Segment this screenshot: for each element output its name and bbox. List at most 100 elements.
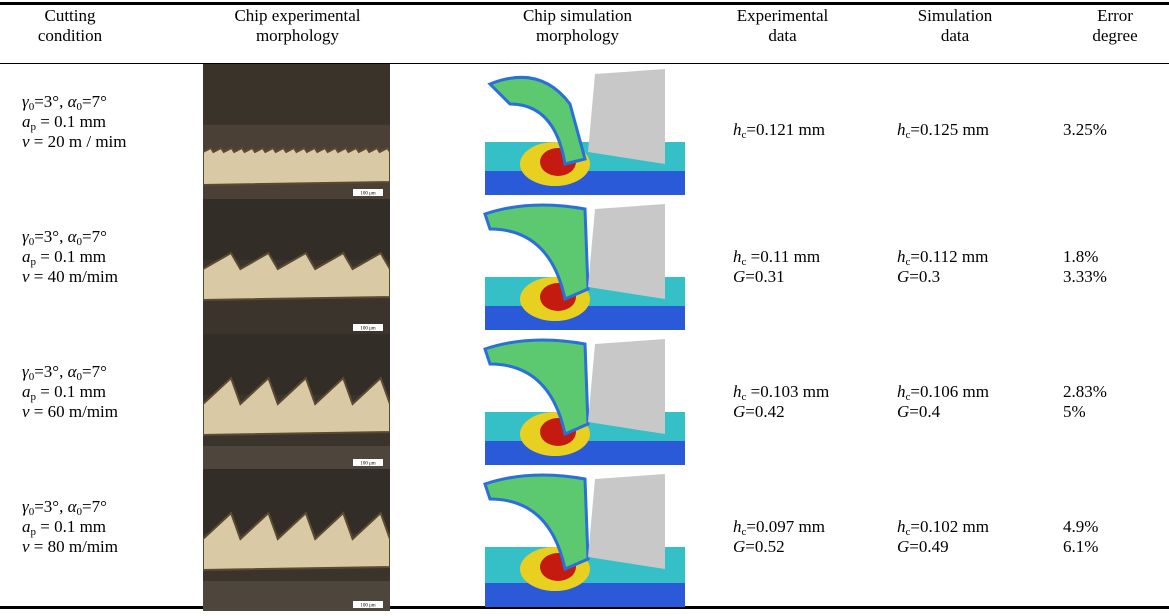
- value-text: =0.106 mm: [910, 382, 989, 401]
- text-line: 1.8%: [1063, 247, 1107, 267]
- error-cell: 4.9%6.1%: [1063, 517, 1098, 557]
- text-line: G=0.4: [897, 402, 989, 422]
- error-cell: 1.8%3.33%: [1063, 247, 1107, 287]
- header-line: morphology: [470, 26, 685, 46]
- text-line: ap = 0.1 mm: [22, 517, 118, 537]
- symbol: γ: [22, 227, 29, 246]
- symbol: h: [733, 382, 742, 401]
- simulation-image: [470, 334, 685, 469]
- symbol: a: [22, 247, 31, 266]
- value-text: =0.103 mm: [746, 382, 829, 401]
- tool: [588, 474, 665, 569]
- experimental-image: 100 μm: [203, 64, 390, 199]
- text-line: hc=0.121 mm: [733, 120, 825, 140]
- value-text: = 0.1 mm: [36, 382, 106, 401]
- value-text: =0.102 mm: [910, 517, 989, 536]
- value-text: = 0.1 mm: [36, 517, 106, 536]
- header-line: data: [885, 26, 1025, 46]
- error-cell: 3.25%: [1063, 120, 1107, 140]
- chip: [203, 148, 390, 185]
- image-cell: [470, 64, 685, 199]
- value-text: =0.31: [745, 267, 784, 286]
- value-text: =0.121 mm: [746, 120, 825, 139]
- header-line: data: [710, 26, 855, 46]
- workpiece-deep: [485, 583, 685, 607]
- tool: [588, 69, 665, 164]
- header-line: Chip simulation: [470, 6, 685, 26]
- value-text: =7°: [82, 92, 107, 111]
- text-line: hc=0.106 mm: [897, 382, 989, 402]
- text-line: G=0.3: [897, 267, 988, 287]
- symbol: h: [733, 247, 742, 266]
- experimental-cell: hc=0.097 mmG=0.52: [733, 517, 825, 557]
- value-text: =0.11 mm: [746, 247, 820, 266]
- value-text: =7°: [82, 362, 107, 381]
- header-cell: Chip experimentalmorphology: [205, 6, 390, 46]
- text-line: ap = 0.1 mm: [22, 247, 118, 267]
- scale-label: 100 μm: [360, 462, 375, 467]
- simulation-cell: hc=0.125 mm: [897, 120, 989, 140]
- symbol: a: [22, 112, 31, 131]
- text-line: 3.25%: [1063, 120, 1107, 140]
- text-line: v = 80 m/mim: [22, 537, 118, 557]
- symbol: h: [733, 120, 742, 139]
- symbol: h: [897, 247, 906, 266]
- text-line: γ0=3°, α0=7°: [22, 92, 127, 112]
- scale-label: 100 μm: [360, 327, 375, 332]
- symbol: v: [22, 537, 30, 556]
- value-text: =3°,: [34, 227, 67, 246]
- value-text: =7°: [82, 227, 107, 246]
- experimental-cell: hc=0.121 mm: [733, 120, 825, 140]
- symbol: G: [897, 537, 909, 556]
- header-line: Cutting: [0, 6, 140, 26]
- symbol: G: [733, 537, 745, 556]
- scale-label: 100 μm: [360, 192, 375, 197]
- image-cell: 100 μm: [203, 64, 390, 199]
- symbol: G: [897, 402, 909, 421]
- text-line: G=0.52: [733, 537, 825, 557]
- text-line: 3.33%: [1063, 267, 1107, 287]
- image-cell: 100 μm: [203, 334, 390, 469]
- value-text: =0.49: [909, 537, 948, 556]
- image-cell: 100 μm: [203, 199, 390, 334]
- value-text: = 0.1 mm: [36, 247, 106, 266]
- symbol: h: [897, 517, 906, 536]
- symbol: α: [68, 92, 77, 111]
- text-line: v = 40 m/mim: [22, 267, 118, 287]
- symbol: v: [22, 132, 30, 151]
- page: CuttingconditionChip experimentalmorphol…: [0, 0, 1169, 612]
- value-text: =3°,: [34, 362, 67, 381]
- header-line: degree: [1075, 26, 1155, 46]
- value-text: = 80 m/mim: [30, 537, 118, 556]
- text-line: 5%: [1063, 402, 1107, 422]
- image-cell: [470, 199, 685, 334]
- value-text: = 40 m/mim: [30, 267, 118, 286]
- text-line: G=0.49: [897, 537, 989, 557]
- value-text: = 60 m/mim: [30, 402, 118, 421]
- text-line: v = 20 m / mim: [22, 132, 127, 152]
- value-text: =0.52: [745, 537, 784, 556]
- value-text: =3°,: [34, 497, 67, 516]
- header-line: condition: [0, 26, 140, 46]
- experimental-image: 100 μm: [203, 334, 390, 469]
- image-cell: [470, 469, 685, 611]
- simulation-image: [470, 199, 685, 334]
- header-line: Error: [1075, 6, 1155, 26]
- header-line: Chip experimental: [205, 6, 390, 26]
- header-line: Simulation: [885, 6, 1025, 26]
- value-text: = 20 m / mim: [30, 132, 127, 151]
- symbol: α: [68, 227, 77, 246]
- text-line: ap = 0.1 mm: [22, 382, 118, 402]
- value-text: =0.097 mm: [746, 517, 825, 536]
- text-line: hc=0.125 mm: [897, 120, 989, 140]
